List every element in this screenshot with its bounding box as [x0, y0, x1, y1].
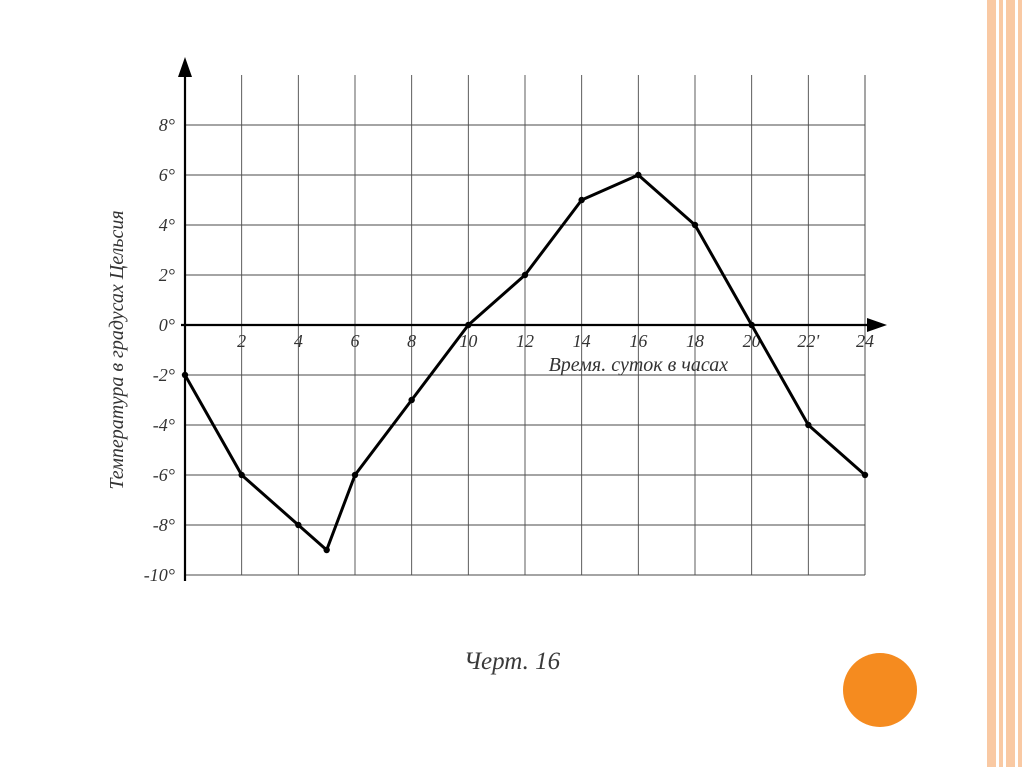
figure-caption: Черт. 16 — [0, 648, 1024, 676]
svg-text:-10°: -10° — [144, 565, 175, 585]
slide-frame: { "decor": { "stripes_right": { "x": 987… — [0, 0, 1024, 767]
svg-text:-6°: -6° — [153, 465, 175, 485]
svg-text:-2°: -2° — [153, 365, 175, 385]
svg-text:2: 2 — [237, 331, 246, 351]
svg-text:18: 18 — [686, 331, 704, 351]
svg-text:-4°: -4° — [153, 415, 175, 435]
svg-text:-8°: -8° — [153, 515, 175, 535]
chart-svg: 246810121416182022'24-10°-8°-6°-4°-2°0°2… — [105, 55, 895, 645]
svg-text:22': 22' — [797, 331, 820, 351]
svg-text:2°: 2° — [159, 265, 175, 285]
axes — [178, 57, 887, 581]
x-tick-labels: 246810121416182022'24 — [237, 331, 874, 351]
svg-text:16: 16 — [629, 331, 647, 351]
temperature-line-chart: 246810121416182022'24-10°-8°-6°-4°-2°0°2… — [105, 55, 895, 645]
svg-text:4: 4 — [294, 331, 303, 351]
y-axis-label: Температура в градусах Цельсия — [106, 210, 128, 489]
svg-text:24: 24 — [856, 331, 874, 351]
svg-text:12: 12 — [516, 331, 534, 351]
svg-text:0°: 0° — [159, 315, 175, 335]
svg-text:6: 6 — [351, 331, 360, 351]
svg-text:8°: 8° — [159, 115, 175, 135]
svg-text:4°: 4° — [159, 215, 175, 235]
svg-text:14: 14 — [573, 331, 591, 351]
svg-text:8: 8 — [407, 331, 416, 351]
svg-text:6°: 6° — [159, 165, 175, 185]
y-tick-labels: -10° -8° -6° -4° -2° 0° 2° 4° 6° 8° — [144, 115, 175, 585]
x-axis-label: Время. суток в часах — [549, 354, 729, 376]
